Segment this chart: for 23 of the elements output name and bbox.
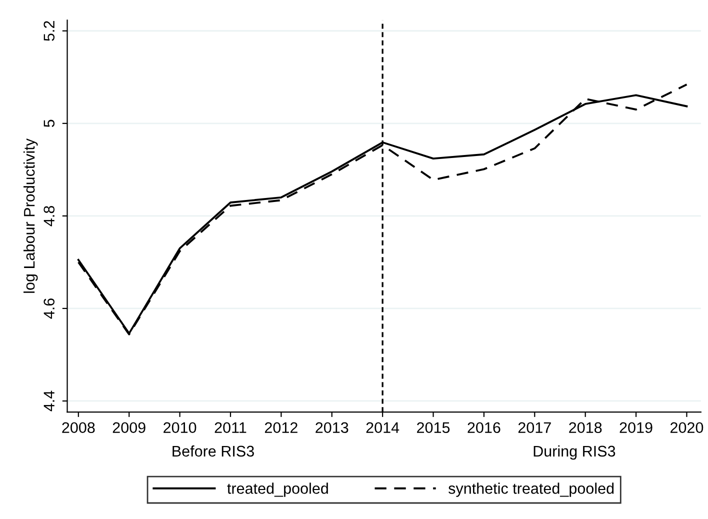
- x-tick-label: 2011: [214, 422, 246, 434]
- text: During RIS3: [534, 445, 616, 460]
- legend-label: synthetic treated_pooled: [448, 482, 614, 497]
- y-tick-label: 4.4: [44, 390, 54, 412]
- y-tick-label: 5.2: [44, 21, 55, 41]
- x-tick-label: 2012: [264, 422, 298, 434]
- y-axis-title: log Labour Productivity: [24, 138, 38, 293]
- x-tick-label: 2018: [569, 422, 602, 434]
- x-tick-label: 2016: [468, 422, 500, 434]
- x-tick-label: 2008: [62, 422, 95, 434]
- y-tick-label: 5: [44, 120, 55, 128]
- legend-label: treated_pooled: [227, 482, 328, 497]
- x-tick-label: 2015: [417, 422, 450, 434]
- x-tick-label: 2017: [518, 422, 551, 434]
- text: Before RIS3: [172, 445, 254, 457]
- x-tick-label: 2010: [164, 422, 196, 434]
- y-tick-label: 4.6: [44, 298, 55, 319]
- x-tick-label: 2020: [670, 422, 704, 434]
- x-tick-label: 2019: [620, 422, 652, 434]
- x-tick-label: 2014: [366, 422, 400, 434]
- x-tick-label: 2009: [112, 422, 146, 434]
- x-tick-label: 2013: [316, 422, 348, 434]
- y-tick-label: 4.8: [44, 206, 55, 226]
